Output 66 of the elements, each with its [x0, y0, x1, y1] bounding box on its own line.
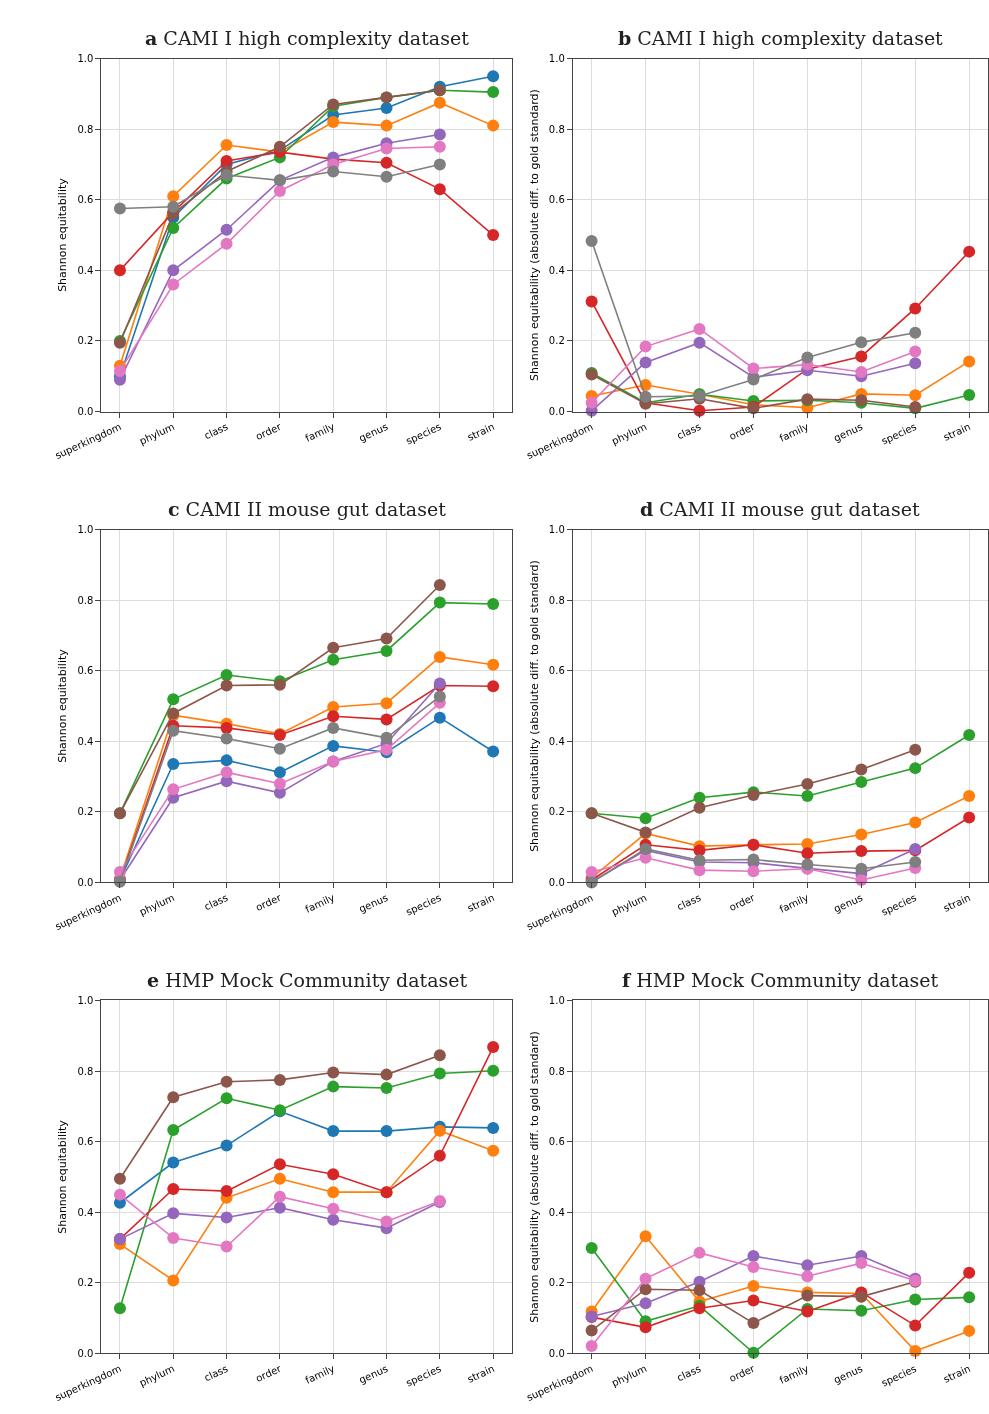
y-tick-label: 0.8: [77, 1065, 94, 1077]
x-tick-label: strain: [465, 420, 497, 443]
x-tick-label: order: [254, 420, 284, 443]
x-tick-label: strain: [465, 891, 497, 914]
y-tick-label: 0.4: [548, 735, 565, 747]
y-tick-label: 0.4: [77, 264, 94, 276]
chart-title: c CAMI II mouse gut dataset: [168, 498, 447, 520]
y-tick-label: 1.0: [548, 524, 565, 536]
y-tick-label: 0.0: [548, 1347, 565, 1359]
y-tick-label: 0.2: [77, 1277, 94, 1289]
y-axis-title: Shannon equitability (absolute diff. to gold standard): [527, 89, 541, 381]
y-tick-label: 0.4: [77, 1206, 94, 1218]
y-tick-label: 1.0: [77, 994, 94, 1006]
y-axis-title: Shannon equitability: [56, 177, 70, 292]
y-tick-label: 0.2: [77, 335, 94, 347]
y-tick-label: 0.6: [77, 665, 94, 677]
y-tick-label: 0.2: [548, 335, 565, 347]
y-tick-label: 0.4: [77, 735, 94, 747]
x-tick-label: strain: [941, 420, 973, 443]
y-tick-label: 0.0: [548, 877, 565, 888]
y-tick-label: 0.4: [548, 264, 565, 276]
y-tick-label: 0.0: [77, 877, 94, 888]
y-tick-label: 0.4: [548, 1206, 565, 1218]
y-tick-label: 0.8: [77, 594, 94, 606]
y-tick-label: 0.8: [548, 1065, 565, 1077]
chart-title: d CAMI II mouse gut dataset: [640, 498, 920, 520]
x-tick-label: order: [727, 891, 758, 914]
x-tick-label: order: [254, 891, 284, 914]
x-tick-label: class: [202, 420, 230, 442]
y-axis-title: Shannon equitability (absolute diff. to gold standard): [527, 1031, 541, 1323]
y-tick-label: 0.6: [548, 194, 565, 206]
y-tick-label: 1.0: [548, 53, 565, 65]
chart-title: b CAMI I high complexity dataset: [618, 27, 944, 49]
y-tick-label: 0.6: [548, 665, 565, 677]
chart-title: a CAMI I high complexity dataset: [145, 27, 470, 49]
chart-title: f HMP Mock Community dataset: [622, 969, 939, 991]
x-tick-label: strain: [465, 1362, 497, 1385]
x-tick-label: order: [727, 420, 758, 443]
y-tick-label: 1.0: [77, 53, 94, 65]
x-tick-label: class: [675, 1362, 703, 1384]
y-tick-label: 0.6: [77, 194, 94, 206]
y-tick-label: 1.0: [77, 524, 94, 536]
chart-title: e HMP Mock Community dataset: [147, 969, 468, 991]
y-tick-label: 0.2: [77, 806, 94, 818]
x-tick-label: order: [254, 1362, 284, 1385]
y-axis-title: Shannon equitability: [56, 648, 70, 763]
y-axis-title: Shannon equitability: [56, 1119, 70, 1234]
y-tick-label: 0.0: [77, 406, 94, 418]
x-tick-label: class: [675, 420, 703, 442]
y-tick-label: 0.0: [548, 406, 565, 418]
y-tick-label: 0.8: [548, 594, 565, 606]
x-tick-label: class: [675, 891, 703, 913]
y-tick-label: 0.6: [77, 1136, 94, 1148]
y-tick-label: 0.8: [77, 123, 94, 135]
y-tick-label: 0.8: [548, 123, 565, 135]
x-tick-label: class: [202, 891, 230, 913]
x-tick-label: order: [727, 1362, 758, 1385]
y-tick-label: 0.6: [548, 1136, 565, 1148]
y-tick-label: 1.0: [548, 994, 565, 1006]
y-tick-label: 0.0: [77, 1347, 94, 1359]
x-tick-label: strain: [941, 1362, 973, 1385]
x-tick-label: class: [202, 1362, 230, 1384]
y-tick-label: 0.2: [548, 806, 565, 818]
x-tick-label: strain: [941, 891, 973, 914]
y-tick-label: 0.2: [548, 1277, 565, 1289]
y-axis-title: Shannon equitability (absolute diff. to gold standard): [527, 560, 541, 852]
